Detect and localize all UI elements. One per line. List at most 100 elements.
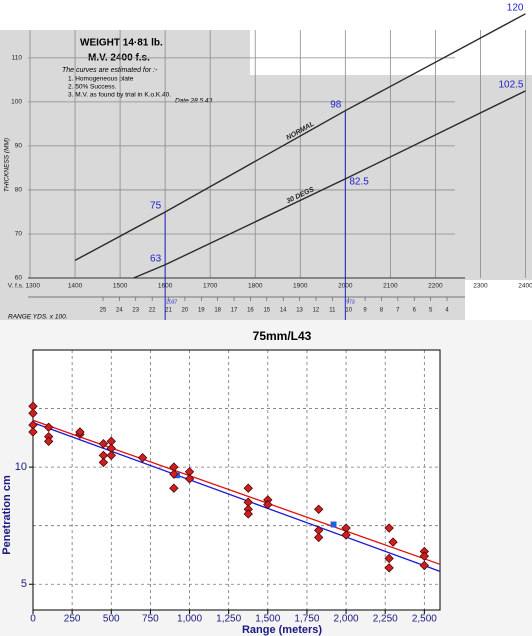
data-point (388, 537, 398, 547)
data-point (98, 438, 109, 449)
value-label: 75 (150, 201, 162, 212)
x-tick-label: 1,250 (216, 614, 241, 625)
x-tick-label: 750 (142, 614, 159, 625)
y-tick-label: 10 (15, 461, 27, 473)
scatter-chart: 75mm/L43 Range (meters) Penetration cm 5… (1, 329, 441, 636)
data-point (169, 483, 179, 493)
range-tick-label: 14 (280, 308, 287, 314)
range-tick-label: 18 (214, 308, 221, 314)
x-tick-label: 0 (30, 614, 36, 625)
chart-title: WEIGHT 14·81 lb. (80, 38, 163, 49)
x2-axis-label: RANGE YDS. x 100. (8, 314, 68, 321)
data-point (243, 509, 253, 519)
x-tick-label: V. f.s. 1300 (8, 283, 41, 290)
range-tick-label: 10 (345, 308, 352, 314)
data-point (106, 450, 116, 461)
x-tick-label: 1900 (293, 283, 308, 290)
value-label: 63 (150, 253, 162, 264)
data-point (43, 436, 54, 447)
series-line (74, 13, 526, 262)
note: 1. Homogeneous plate (68, 76, 134, 83)
data-point (384, 553, 394, 564)
x-tick-label: 1,500 (255, 614, 280, 625)
range-annotation: 973 (346, 299, 355, 305)
x-axis-label: Range (meters) (242, 624, 322, 636)
plot-area (33, 350, 440, 610)
range-tick-label: 22 (149, 308, 156, 314)
x-tick-label: 1800 (248, 283, 263, 290)
x-tick-label: 1,750 (294, 614, 319, 625)
data-point (98, 457, 109, 468)
scan-chart: WEIGHT 14·81 lb. M.V. 2400 f.s. The curv… (4, 2, 532, 320)
data-point (28, 427, 38, 437)
note: 2. 50% Success. (68, 84, 117, 91)
data-point (43, 422, 54, 432)
x-tick-label: 1,000 (177, 614, 202, 625)
range-tick-label: 4 (445, 308, 449, 314)
data-point (313, 504, 324, 514)
x-tick-label: 2,250 (373, 614, 398, 625)
value-label: 102.5 (498, 80, 523, 91)
range-tick-label: 7 (396, 308, 400, 314)
note: 3. M.V. as found by trial in K.o.K.40. (68, 92, 171, 99)
data-point (419, 560, 430, 571)
range-tick-label: 16 (247, 308, 254, 314)
plot-frame (32, 349, 441, 611)
range-tick-label: 20 (182, 308, 189, 314)
x-tick-label: 1400 (68, 283, 83, 290)
x-tick-label: 1700 (203, 283, 218, 290)
data-point (341, 530, 351, 540)
range-tick-label: 6 (413, 308, 417, 314)
x-tick-label: 2200 (428, 283, 443, 290)
range-annotation: 2037 (166, 299, 177, 305)
range-tick-label: 15 (263, 308, 270, 314)
data-point (263, 499, 273, 510)
range-tick-label: 11 (329, 308, 336, 314)
data-point (243, 483, 253, 493)
y-tick-label: 60 (15, 275, 23, 282)
data-point (384, 563, 394, 573)
x-tick-label: 250 (64, 614, 81, 625)
y-tick-label: 80 (15, 187, 23, 194)
range-tick-label: 21 (165, 308, 172, 314)
x-tick-label: 2300 (473, 283, 488, 290)
value-label: 98 (330, 99, 342, 110)
data-point (75, 427, 85, 437)
fit-line (32, 422, 441, 572)
range-tick-label: 25 (100, 308, 107, 314)
series-line (133, 90, 526, 279)
x-tick-label: 2,000 (334, 614, 359, 625)
value-label: 120 (507, 2, 524, 13)
range-tick-label: 12 (313, 308, 320, 314)
y-axis-label: THICKNESS (MM) (4, 138, 11, 192)
mean-point (330, 521, 337, 528)
range-tick-label: 5 (429, 308, 433, 314)
note: The curves are estimated for :- (62, 67, 158, 74)
chart-title: 75mm/L43 (253, 329, 312, 343)
y-tick-label: 70 (15, 231, 23, 238)
x-tick-label: 500 (103, 614, 120, 625)
scan-margin (250, 0, 532, 75)
date: Date 28.5.43. (175, 98, 214, 105)
range-tick-label: 13 (296, 308, 303, 314)
range-tick-label: 23 (132, 308, 139, 314)
x-tick-label: 2100 (383, 283, 398, 290)
range-tick-label: 19 (198, 308, 205, 314)
range-tick-label: 9 (363, 308, 367, 314)
x-tick-label: 1500 (113, 283, 128, 290)
y-tick-label: 5 (21, 578, 27, 590)
y-tick-label: 110 (12, 55, 23, 62)
range-tick-label: 17 (231, 308, 238, 314)
value-label: 82.5 (349, 177, 369, 188)
y-tick-label: 90 (15, 143, 23, 150)
data-point (384, 523, 394, 533)
x-tick-label: 2400 (518, 283, 532, 290)
data-point (419, 551, 430, 561)
range-tick-label: 24 (116, 308, 123, 314)
data-point (137, 453, 148, 463)
data-point (28, 408, 38, 418)
y-tick-label: 100 (11, 99, 22, 106)
data-point (184, 474, 195, 484)
data-point (313, 532, 324, 543)
